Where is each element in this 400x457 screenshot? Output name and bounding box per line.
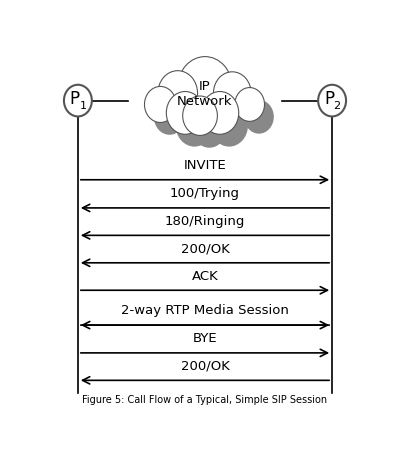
Circle shape <box>187 69 242 131</box>
Circle shape <box>223 84 260 127</box>
Text: 2-way RTP Media Session: 2-way RTP Media Session <box>121 304 289 317</box>
Text: Figure 5: Call Flow of a Typical, Simple SIP Session: Figure 5: Call Flow of a Typical, Simple… <box>82 395 328 405</box>
Text: P: P <box>70 90 80 108</box>
Circle shape <box>166 91 204 134</box>
Text: 200/OK: 200/OK <box>180 242 230 255</box>
Text: 200/OK: 200/OK <box>180 360 230 372</box>
Circle shape <box>244 100 274 133</box>
Text: 2: 2 <box>334 101 341 111</box>
Circle shape <box>318 85 346 117</box>
Circle shape <box>214 72 251 115</box>
Text: ACK: ACK <box>192 270 218 282</box>
Text: IP
Network: IP Network <box>177 80 233 107</box>
Circle shape <box>167 83 207 128</box>
Circle shape <box>176 104 213 147</box>
Circle shape <box>158 71 198 116</box>
Text: BYE: BYE <box>193 332 217 345</box>
Circle shape <box>64 85 92 117</box>
Text: P: P <box>324 90 334 108</box>
Text: 180/Ringing: 180/Ringing <box>165 215 245 228</box>
Circle shape <box>178 57 232 118</box>
Text: 1: 1 <box>79 101 86 111</box>
Circle shape <box>210 104 248 147</box>
Circle shape <box>183 96 218 135</box>
Circle shape <box>192 108 227 148</box>
Circle shape <box>154 99 186 135</box>
Circle shape <box>235 88 264 122</box>
Circle shape <box>201 91 239 134</box>
Text: 100/Trying: 100/Trying <box>170 187 240 200</box>
Circle shape <box>144 86 176 122</box>
Text: INVITE: INVITE <box>184 159 226 172</box>
